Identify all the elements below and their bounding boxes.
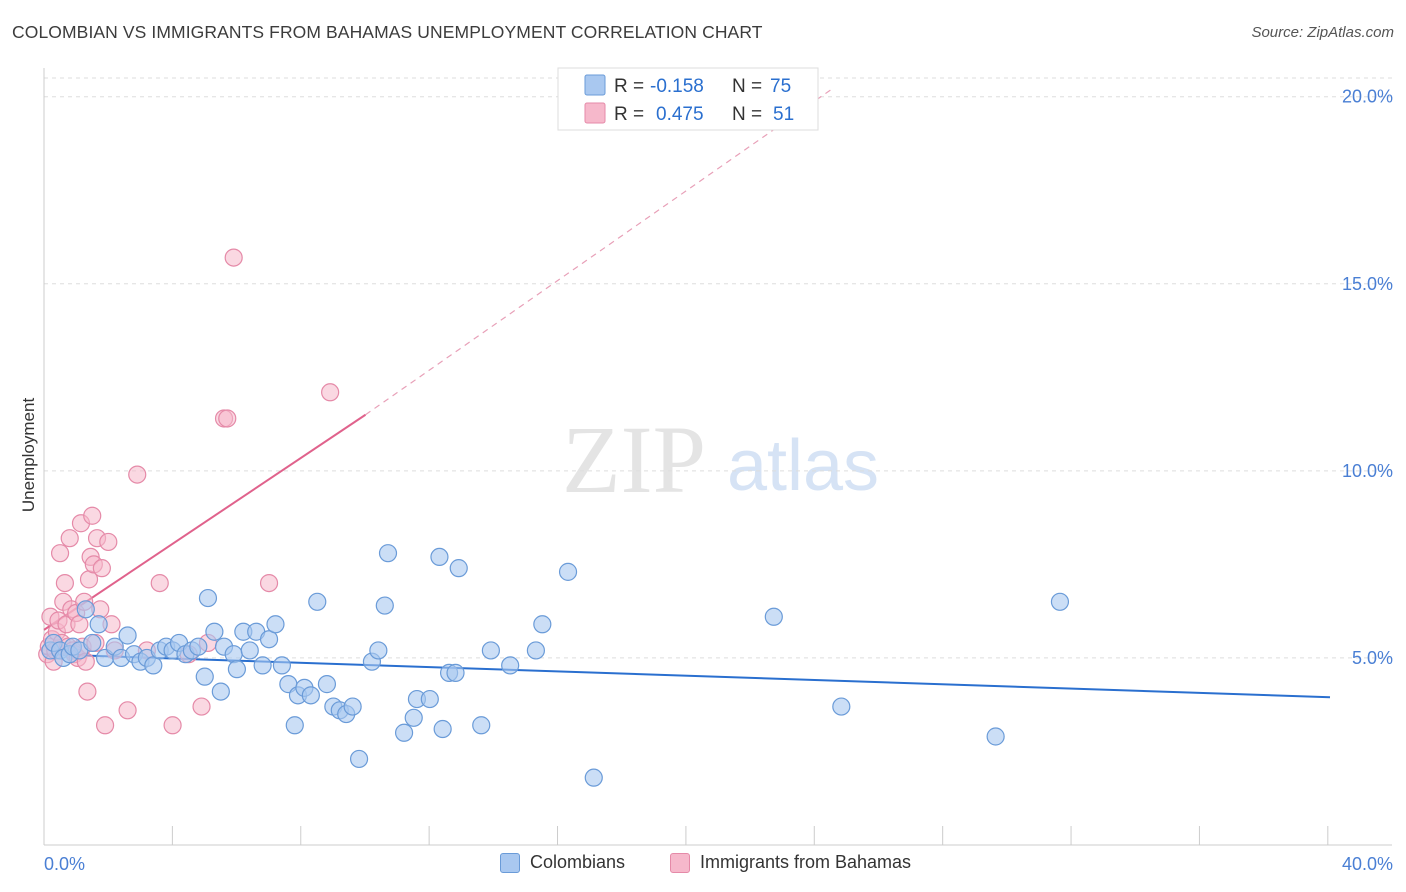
point-bahamas (192, 697, 211, 716)
point-colombians (375, 596, 394, 615)
point-colombians (1050, 592, 1070, 611)
legend-swatch-bahamas (584, 102, 606, 124)
point-colombians (118, 626, 137, 645)
trend-lines (43, 88, 1331, 699)
point-colombians (83, 633, 102, 653)
point-colombians (420, 689, 439, 709)
point-colombians (195, 667, 214, 686)
point-colombians (272, 656, 292, 675)
legend-r-value-2: 0.475 (656, 104, 704, 125)
point-colombians (558, 562, 578, 581)
point-colombians (449, 559, 468, 578)
point-bahamas (92, 559, 111, 578)
point-bahamas (128, 465, 147, 484)
point-bahamas (83, 506, 102, 525)
point-bahamas (224, 248, 243, 267)
point-colombians (198, 588, 218, 608)
point-colombians (472, 716, 491, 735)
point-bahamas (321, 383, 340, 402)
bottom-legend-bahamas: Immigrants from Bahamas (670, 852, 911, 873)
point-bahamas (163, 716, 182, 735)
trend-line-bahamas-extension (365, 88, 833, 416)
point-colombians (285, 716, 304, 735)
point-colombians (189, 637, 208, 656)
point-colombians (526, 641, 545, 660)
point-colombians (584, 768, 603, 787)
point-bahamas (99, 532, 118, 552)
bottom-legend-swatch-bahamas (670, 852, 690, 873)
chart-title: COLOMBIAN VS IMMIGRANTS FROM BAHAMAS UNE… (12, 22, 763, 42)
point-bahamas (95, 716, 115, 735)
bottom-legend-label-bahamas: Immigrants from Bahamas (700, 852, 912, 872)
point-bahamas (60, 529, 79, 548)
point-colombians (308, 592, 327, 611)
data-points (38, 248, 1070, 787)
point-colombians (369, 641, 388, 660)
point-colombians (433, 719, 452, 739)
point-colombians (343, 697, 362, 716)
point-bahamas (50, 544, 70, 563)
legend-r-label-2: R = (614, 104, 644, 125)
bottom-legend-label-colombians: Colombians (530, 852, 626, 872)
point-colombians (259, 630, 279, 649)
point-colombians (144, 656, 163, 675)
gridlines (44, 77, 1392, 659)
bottom-legend: Colombians Immigrants from Bahamas (0, 852, 1406, 878)
y-tick-label: 5.0% (1352, 648, 1393, 668)
point-colombians (317, 675, 337, 694)
tick-labels: 5.0% 10.0% 15.0% 20.0% 0.0% 40.0% (44, 87, 1393, 874)
legend-swatch-colombians (584, 74, 606, 96)
point-colombians (394, 723, 414, 742)
x-tick-label-max: 40.0% (1342, 854, 1393, 874)
point-bahamas (78, 682, 97, 701)
y-tick-label: 10.0% (1342, 461, 1393, 481)
point-colombians (301, 686, 320, 705)
y-tick-label: 20.0% (1342, 87, 1393, 107)
point-colombians (349, 749, 369, 769)
source-credit: Source: ZipAtlas.com (1251, 24, 1394, 41)
legend-n-label-1: N = (732, 76, 762, 97)
watermark-zip: ZIP (562, 406, 706, 513)
point-colombians (832, 697, 851, 716)
point-colombians (76, 600, 95, 619)
legend-n-value-1: 75 (770, 76, 791, 97)
axes (43, 68, 1392, 846)
point-colombians (481, 641, 500, 660)
point-bahamas (118, 701, 137, 720)
point-colombians (404, 708, 423, 727)
point-colombians (89, 615, 108, 634)
point-colombians (240, 641, 259, 660)
point-colombians (266, 615, 285, 634)
point-bahamas (70, 615, 89, 634)
point-colombians (430, 547, 449, 567)
point-colombians (253, 656, 272, 675)
bottom-legend-swatch-colombians (500, 852, 520, 873)
trend-line-bahamas (43, 413, 367, 631)
watermark-atlas: atlas (727, 426, 879, 506)
point-colombians (205, 622, 224, 641)
correlation-legend: R = -0.158 N = 75 R = 0.475 N = 51 (557, 67, 819, 131)
point-colombians (764, 607, 783, 626)
point-colombians (533, 615, 552, 634)
y-tick-label: 15.0% (1342, 274, 1393, 294)
x-tick-label-min: 0.0% (44, 854, 85, 874)
point-bahamas (150, 573, 169, 593)
point-bahamas (259, 573, 279, 593)
point-colombians (211, 682, 230, 701)
point-bahamas (55, 573, 74, 593)
point-colombians (446, 663, 465, 682)
point-colombians (986, 727, 1005, 746)
point-bahamas (218, 409, 237, 428)
legend-n-value-2: 51 (773, 104, 794, 125)
point-colombians (501, 656, 520, 675)
bottom-legend-colombians: Colombians (500, 852, 625, 873)
legend-n-label-2: N = (732, 104, 762, 125)
point-colombians (224, 645, 243, 664)
point-colombians (378, 544, 398, 563)
legend-r-label-1: R = (614, 76, 644, 97)
legend-r-value-1: -0.158 (650, 76, 704, 97)
point-colombians (227, 660, 246, 679)
y-axis-label: Unemployment (19, 398, 38, 513)
